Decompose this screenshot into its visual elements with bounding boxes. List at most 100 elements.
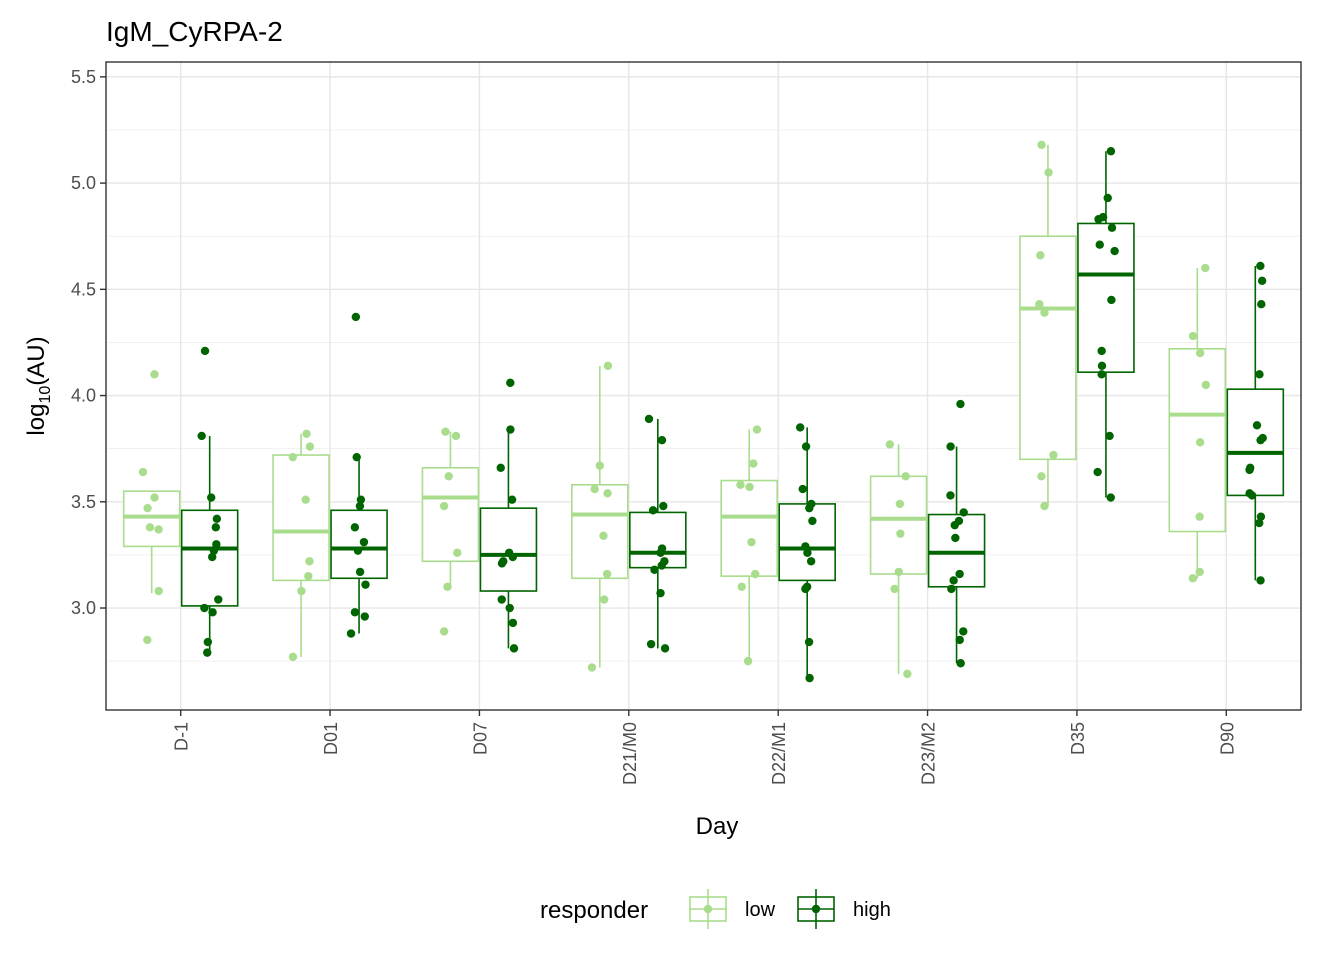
data-point bbox=[1195, 512, 1204, 521]
x-axis-title: Day bbox=[696, 813, 739, 840]
data-point bbox=[885, 440, 895, 449]
x-tick-label: D21/M0 bbox=[620, 722, 640, 785]
data-point bbox=[361, 580, 370, 589]
data-point bbox=[451, 431, 461, 441]
data-point bbox=[351, 312, 361, 322]
data-point bbox=[1106, 493, 1115, 502]
legend-title: responder bbox=[540, 897, 648, 924]
data-point bbox=[603, 489, 612, 498]
data-point bbox=[1255, 518, 1264, 528]
data-point bbox=[650, 565, 659, 574]
data-point bbox=[648, 506, 658, 515]
grid-lines bbox=[106, 62, 1301, 710]
y-axis-title: log10(AU) bbox=[23, 336, 54, 435]
data-point bbox=[1256, 435, 1265, 445]
data-point bbox=[200, 603, 209, 613]
data-point bbox=[505, 603, 514, 613]
x-tick-label: D-1 bbox=[172, 722, 192, 751]
data-point bbox=[1195, 348, 1205, 358]
data-point bbox=[955, 635, 964, 645]
plot-panel bbox=[106, 62, 1301, 710]
data-point bbox=[350, 608, 360, 617]
data-point bbox=[743, 656, 753, 666]
data-point bbox=[737, 582, 746, 591]
data-point bbox=[806, 557, 816, 566]
box bbox=[272, 454, 330, 582]
data-point bbox=[895, 499, 905, 509]
data-point bbox=[949, 576, 958, 585]
box bbox=[1226, 388, 1285, 497]
data-point bbox=[751, 569, 760, 579]
data-point bbox=[1107, 295, 1116, 305]
data-point bbox=[209, 546, 219, 555]
data-point bbox=[804, 637, 814, 647]
x-tick-label: D01 bbox=[321, 722, 341, 755]
box bbox=[1019, 235, 1077, 461]
data-point bbox=[207, 493, 216, 502]
data-point bbox=[1201, 263, 1210, 273]
data-point bbox=[356, 495, 366, 504]
data-point bbox=[801, 542, 810, 551]
data-point bbox=[506, 378, 515, 388]
data-point bbox=[801, 442, 811, 451]
box bbox=[571, 483, 629, 580]
legend-label: high bbox=[853, 899, 891, 921]
box bbox=[720, 479, 778, 577]
data-point bbox=[1188, 331, 1198, 341]
data-point bbox=[1095, 240, 1104, 249]
data-point bbox=[646, 639, 656, 649]
data-point bbox=[660, 644, 670, 653]
data-point bbox=[894, 567, 903, 577]
data-point bbox=[297, 586, 306, 596]
data-point bbox=[444, 472, 453, 481]
data-point bbox=[301, 495, 310, 504]
data-point bbox=[947, 584, 956, 594]
data-point bbox=[1097, 361, 1107, 371]
data-point bbox=[288, 652, 298, 662]
data-point bbox=[143, 503, 152, 513]
data-point bbox=[1247, 491, 1257, 500]
data-point bbox=[599, 531, 608, 540]
data-point bbox=[443, 582, 452, 591]
legend-key-high: high bbox=[797, 889, 891, 929]
data-point bbox=[1040, 501, 1049, 511]
data-point bbox=[305, 557, 314, 566]
y-tick-label: 3.5 bbox=[71, 492, 96, 512]
data-point bbox=[441, 427, 450, 436]
data-point bbox=[508, 552, 517, 562]
data-point bbox=[1036, 251, 1045, 260]
data-point bbox=[150, 493, 159, 502]
x-tick-label: D23/M2 bbox=[919, 722, 939, 785]
data-point bbox=[808, 516, 817, 526]
data-point bbox=[1093, 467, 1102, 477]
data-point bbox=[359, 537, 369, 547]
y-tick-label: 4.5 bbox=[71, 279, 96, 299]
data-point bbox=[211, 523, 220, 532]
legend-key-low: low bbox=[689, 889, 776, 929]
data-point bbox=[901, 472, 910, 481]
data-point bbox=[305, 442, 315, 451]
data-point bbox=[956, 399, 965, 409]
data-point bbox=[360, 612, 369, 621]
data-point bbox=[749, 459, 758, 468]
data-point bbox=[595, 461, 605, 470]
data-point bbox=[143, 635, 152, 645]
data-point bbox=[644, 414, 654, 424]
data-point bbox=[1255, 370, 1264, 379]
data-point bbox=[1195, 567, 1204, 577]
data-point bbox=[951, 533, 960, 543]
data-point bbox=[1256, 576, 1265, 585]
chart-marks bbox=[122, 140, 1285, 683]
data-point bbox=[1097, 370, 1106, 379]
data-point bbox=[439, 627, 449, 636]
data-point bbox=[1035, 300, 1044, 309]
box bbox=[629, 511, 687, 569]
data-point bbox=[1256, 512, 1266, 521]
x-tick-label: D35 bbox=[1068, 722, 1088, 755]
data-point bbox=[1040, 308, 1049, 317]
series-high bbox=[180, 147, 1285, 683]
data-point bbox=[603, 361, 613, 371]
data-point bbox=[801, 584, 810, 594]
panel-border bbox=[105, 61, 1302, 711]
